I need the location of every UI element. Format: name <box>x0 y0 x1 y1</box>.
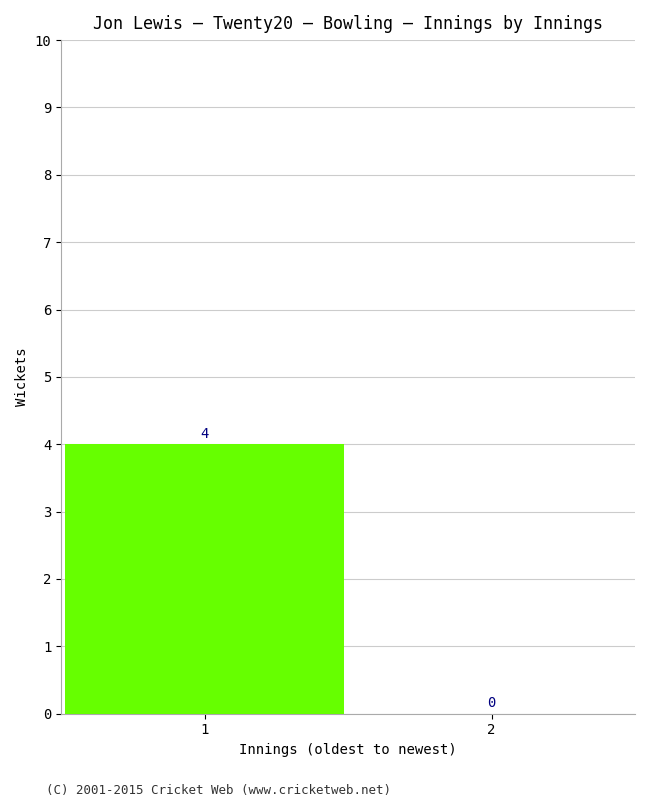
Text: 4: 4 <box>200 427 209 441</box>
Title: Jon Lewis – Twenty20 – Bowling – Innings by Innings: Jon Lewis – Twenty20 – Bowling – Innings… <box>93 15 603 33</box>
Y-axis label: Wickets: Wickets <box>15 348 29 406</box>
X-axis label: Innings (oldest to newest): Innings (oldest to newest) <box>239 743 457 757</box>
Bar <box>66 444 344 714</box>
Text: (C) 2001-2015 Cricket Web (www.cricketweb.net): (C) 2001-2015 Cricket Web (www.cricketwe… <box>46 784 391 797</box>
Text: 0: 0 <box>488 696 496 710</box>
